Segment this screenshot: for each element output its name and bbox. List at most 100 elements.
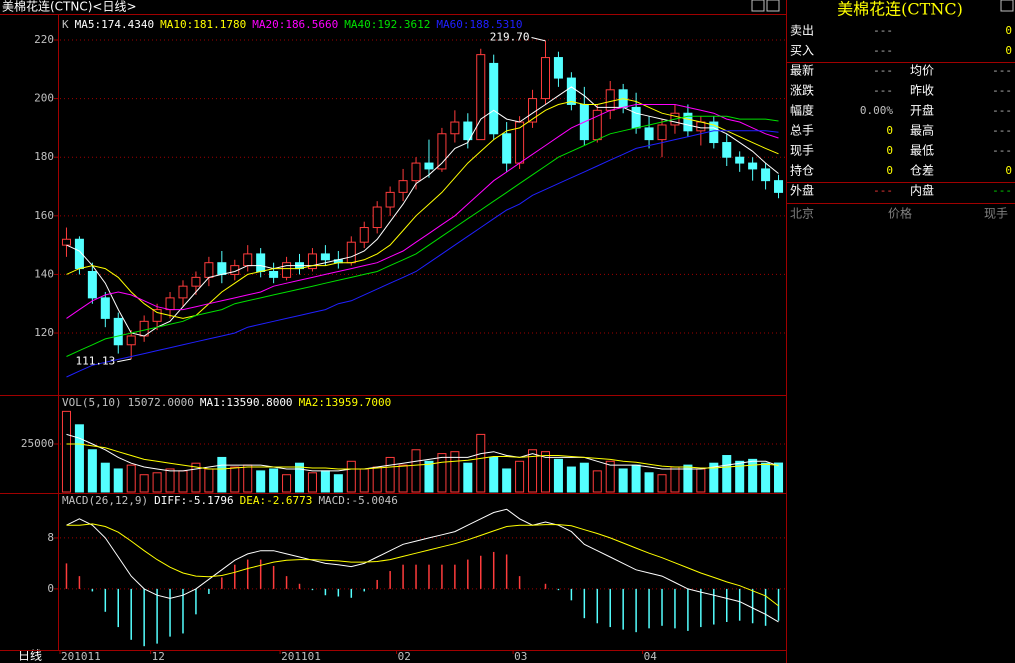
candle-body	[204, 262, 214, 278]
quote-label: 涨跌	[790, 83, 814, 98]
candle-body	[463, 121, 473, 141]
volume-bar	[243, 464, 253, 493]
volume-bar	[191, 462, 201, 493]
volume-bar	[61, 410, 71, 493]
quote-label: 现手	[790, 144, 814, 158]
volume-bar	[113, 468, 123, 493]
volume-bar	[540, 451, 551, 493]
volume-bar	[100, 462, 110, 493]
volume-bar	[320, 470, 330, 493]
quote-label: 最高	[910, 123, 934, 138]
candle-body	[256, 253, 266, 272]
volume-bar	[515, 460, 525, 493]
candle-body	[489, 62, 499, 135]
quote-value: 0	[1005, 44, 1012, 57]
candle-body	[178, 285, 188, 299]
candle-body	[735, 156, 745, 164]
candle-body	[774, 180, 784, 193]
candle-body	[424, 162, 434, 170]
candle-body	[269, 270, 279, 278]
quote-value: ---	[873, 24, 893, 37]
legend-entry: MA20:186.5660	[252, 18, 338, 31]
candle-body	[722, 142, 732, 158]
volume-bar	[333, 474, 343, 493]
legend-entry: DEA:-2.6773	[240, 494, 313, 507]
panel-button[interactable]	[1000, 0, 1014, 12]
quote-label: 总手	[790, 124, 814, 138]
period-label: 日线	[18, 649, 42, 663]
volume-bar	[761, 462, 771, 493]
volume-bar	[592, 470, 602, 493]
quote-label: 内盘	[910, 183, 934, 198]
volume-bar	[735, 460, 745, 493]
candle-body	[476, 54, 486, 141]
ma-line	[66, 433, 779, 472]
legend-entry: K	[62, 18, 69, 31]
volume-bar	[644, 472, 654, 493]
volume-bar	[605, 460, 615, 493]
quote-label: 卖出	[790, 24, 814, 38]
legend-entry: MA5:174.4340	[75, 18, 154, 31]
volume-bar	[217, 456, 227, 493]
quote-value: ---	[992, 144, 1012, 157]
volume-bar	[126, 464, 136, 493]
x-tick-label: 02	[398, 650, 411, 663]
candle-body	[540, 57, 551, 100]
volume-bar	[450, 451, 460, 493]
quote-value: 0	[1005, 164, 1012, 177]
candle-body	[372, 206, 382, 229]
legend-entry: MACD:-5.0046	[318, 494, 397, 507]
next-button[interactable]	[766, 0, 780, 12]
candle-body	[553, 57, 563, 79]
ma-line	[66, 443, 779, 470]
volume-bar	[204, 468, 214, 493]
x-tick-label: 201011	[61, 650, 101, 663]
ma-line	[66, 523, 779, 607]
window-title: 美棉花连(CTNC)<日线>	[2, 0, 137, 14]
quote-label: 外盘	[790, 183, 814, 198]
volume-bar	[307, 472, 317, 493]
annotation-leader	[117, 358, 132, 363]
x-tick-label: 12	[152, 650, 165, 663]
volume-bar	[566, 466, 576, 493]
volume-bar	[165, 468, 175, 493]
volume-bar	[579, 462, 589, 493]
candle-body	[346, 241, 356, 264]
legend-entry: VOL(5,10)	[62, 396, 122, 409]
candle-body	[385, 191, 395, 208]
book-header: 现手	[984, 207, 1008, 221]
candle-body	[100, 297, 110, 319]
legend-entry: MA10:181.1780	[160, 18, 246, 31]
candle-body	[450, 121, 460, 135]
ma-line	[66, 130, 779, 378]
candle-body	[631, 106, 641, 129]
book-header: 价格	[888, 206, 912, 221]
volume-bar	[618, 468, 628, 493]
volume-bar	[631, 464, 641, 493]
candle-body	[126, 335, 136, 346]
candle-body	[359, 227, 369, 243]
y-tick-label: 140	[34, 267, 54, 280]
volume-bar	[553, 458, 563, 493]
ma-line	[66, 86, 779, 337]
quote-title: 美棉花连(CTNC)	[837, 0, 963, 19]
volume-bar	[476, 433, 486, 493]
quote-value: 0	[886, 144, 893, 157]
candle-body	[644, 127, 654, 141]
quote-label: 最低	[910, 144, 934, 158]
candle-body	[657, 124, 667, 141]
prev-button[interactable]	[751, 0, 765, 12]
window-buttons[interactable]	[751, 0, 1014, 12]
y-tick-label: 25000	[21, 437, 54, 450]
volume-bar	[230, 466, 240, 493]
candle-body	[709, 121, 719, 144]
quote-label: 仓差	[910, 164, 934, 178]
candle-body	[243, 253, 253, 267]
candle-body	[683, 112, 693, 132]
annotation-leader	[531, 37, 546, 42]
candle-body	[398, 180, 408, 193]
quote-value: ---	[873, 44, 893, 57]
quote-value: ---	[992, 124, 1012, 137]
quote-value: ---	[992, 64, 1012, 77]
ma-line	[66, 104, 779, 319]
